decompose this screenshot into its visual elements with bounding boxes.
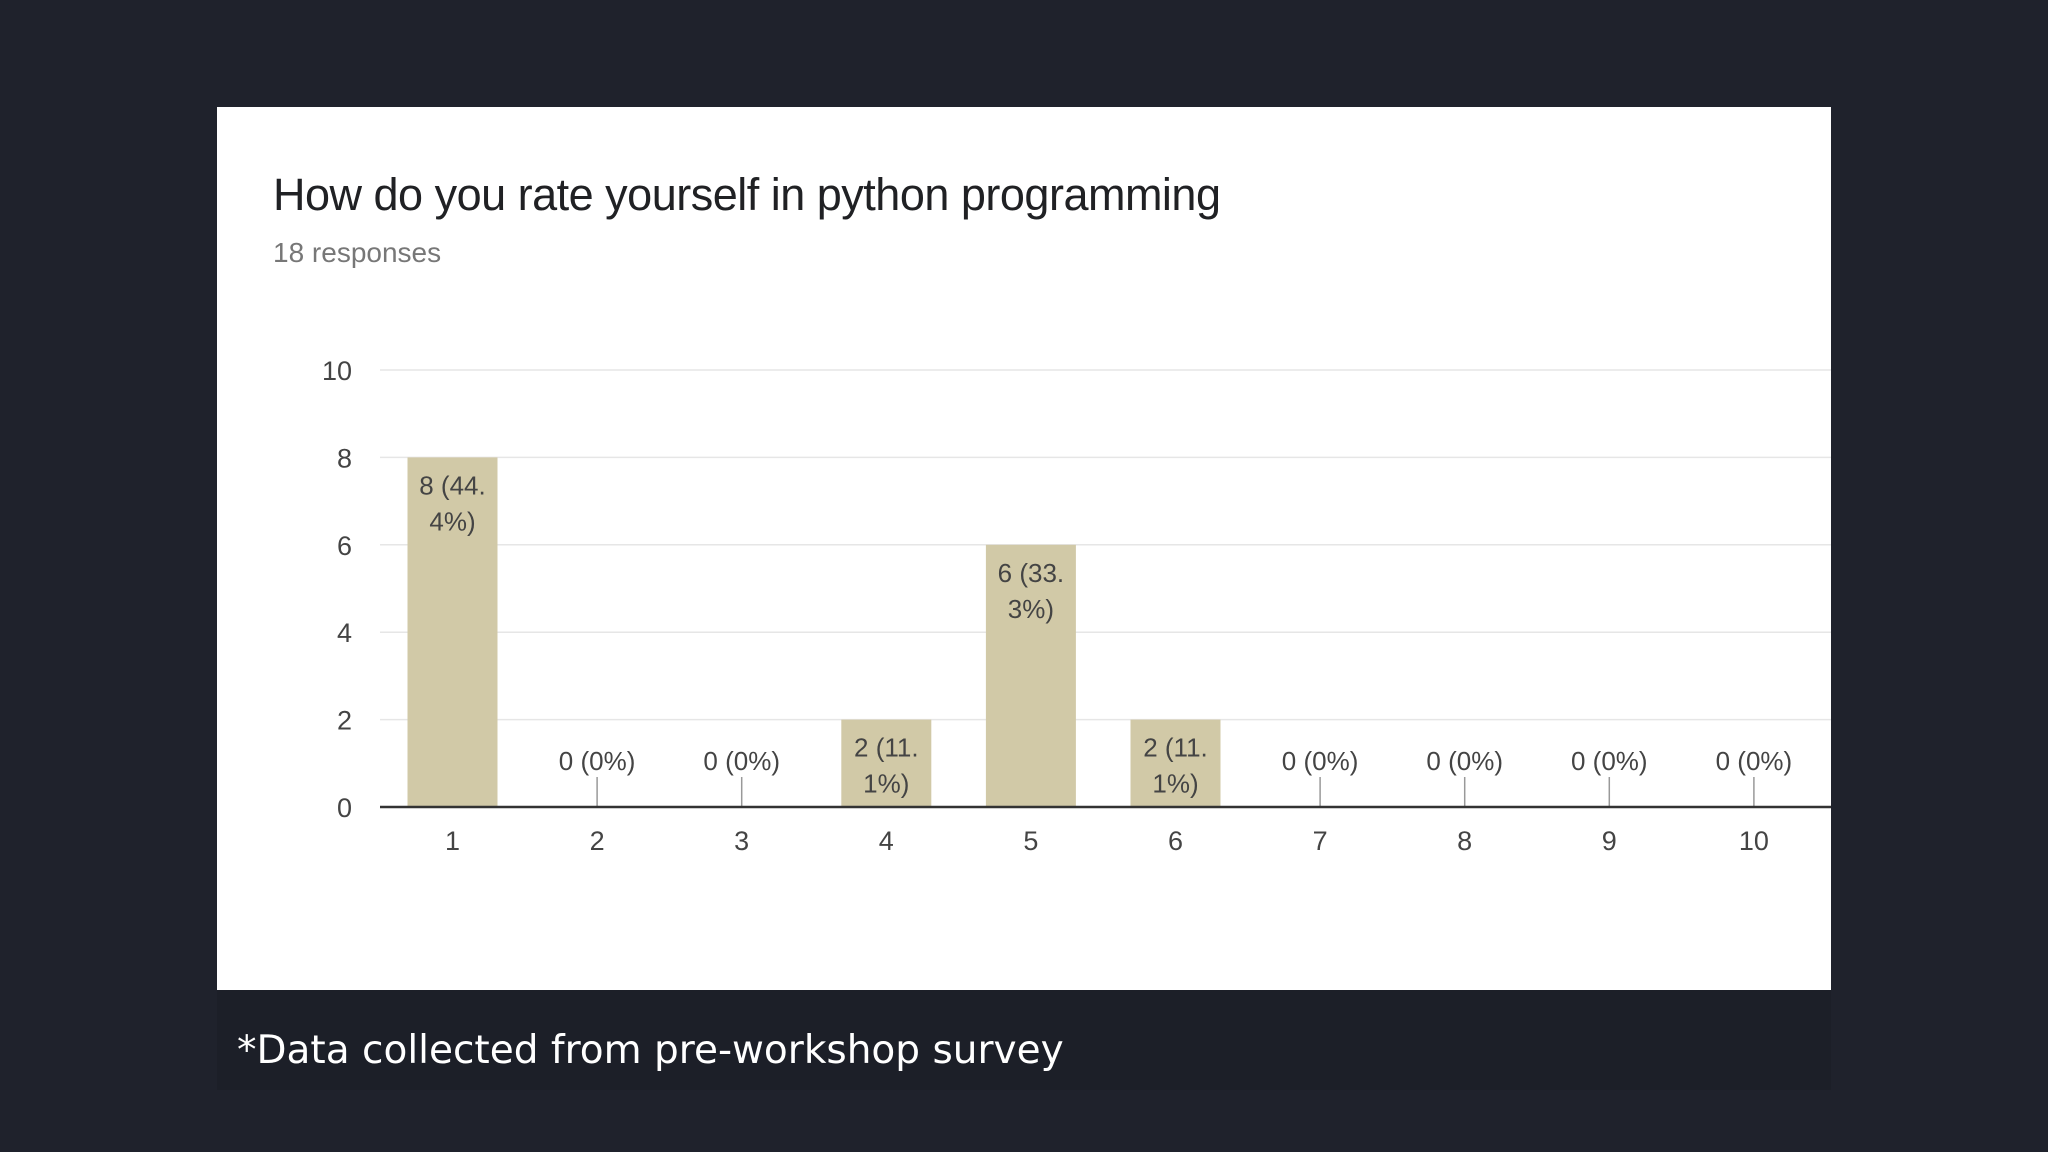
x-tick-label: 2 (590, 826, 605, 856)
x-tick-label: 10 (1739, 826, 1769, 856)
x-tick-label: 6 (1168, 826, 1183, 856)
x-tick-label: 3 (734, 826, 749, 856)
y-tick-label: 0 (337, 793, 352, 823)
response-count: 18 responses (273, 237, 442, 268)
x-tick-label: 1 (445, 826, 460, 856)
y-tick-label: 6 (337, 531, 352, 561)
chart-card: How do you rate yourself in python progr… (217, 107, 1831, 990)
y-tick-label: 8 (337, 443, 352, 473)
x-tick-label: 8 (1457, 826, 1472, 856)
bar-chart: 0 2 4 6 8 10 8 (44. 4%) 1 0 (0%) 2 0 (0%) 3 2 (11. 1%)… (322, 356, 1831, 856)
data-label-5: 6 (33. 3%) (998, 558, 1065, 624)
data-label-4: 2 (11. 1%) (854, 733, 919, 799)
data-label-7: 0 (0%) (1282, 746, 1359, 776)
x-tick-label: 5 (1023, 826, 1038, 856)
bar-6 (1130, 719, 1221, 807)
bar-5 (985, 544, 1076, 807)
data-label-8: 0 (0%) (1426, 746, 1503, 776)
data-label-10: 0 (0%) (1716, 746, 1793, 776)
data-label-1: 8 (44. 4%) (419, 470, 486, 536)
x-tick-label: 7 (1313, 826, 1328, 856)
data-label-9: 0 (0%) (1571, 746, 1648, 776)
data-label-6: 2 (11. 1%) (1143, 733, 1208, 799)
bar-4 (841, 719, 932, 807)
data-label-3: 0 (0%) (703, 746, 780, 776)
x-tick-label: 9 (1602, 826, 1617, 856)
x-tick-label: 4 (879, 826, 894, 856)
y-tick-label: 2 (337, 706, 352, 736)
footnote: *Data collected from pre-workshop survey (237, 1028, 1064, 1073)
data-label-2: 0 (0%) (559, 746, 636, 776)
footnote-band: *Data collected from pre-workshop survey (217, 990, 1831, 1090)
bar-1 (407, 457, 498, 807)
y-tick-label: 4 (337, 618, 352, 648)
chart-title: How do you rate yourself in python progr… (273, 169, 1221, 220)
y-tick-label: 10 (322, 356, 352, 386)
